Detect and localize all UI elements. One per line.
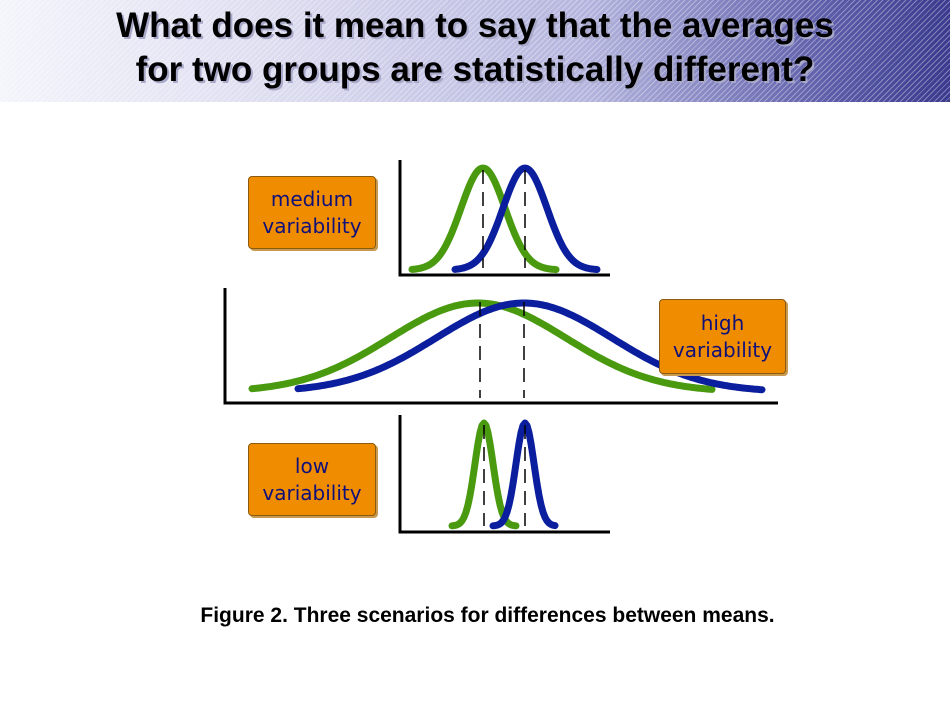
figure-caption: Figure 2. Three scenarios for difference…	[200, 604, 775, 627]
axis-high	[223, 288, 778, 405]
title-banner	[0, 0, 950, 102]
label-medium-line-2: variability	[262, 213, 362, 238]
curve-low-group-b	[489, 419, 559, 530]
label-high-line-2: variability	[672, 337, 773, 362]
axis-medium	[398, 160, 610, 277]
label-medium-variability: medium variability	[248, 176, 376, 249]
panel-low-variability	[398, 415, 610, 534]
label-low-line-1: low	[294, 453, 330, 478]
slide-title: What does it mean to say that the averag…	[0, 4, 950, 92]
panel-medium-variability	[398, 160, 610, 277]
label-low-line-2: variability	[262, 480, 362, 505]
panel-high-variability	[223, 288, 778, 405]
label-low-variability: low variability	[248, 443, 376, 516]
label-high-variability: high variability	[659, 299, 786, 374]
axis-low	[398, 415, 610, 534]
curve-medium-group-b	[451, 164, 601, 273]
slide-title-line-1: What does it mean to say that the averag…	[116, 6, 834, 45]
curve-high-group-a	[248, 299, 716, 393]
label-medium-line-1: medium	[270, 186, 354, 211]
label-high-line-1: high	[700, 310, 745, 335]
slide-title-line-2: for two groups are statistically differe…	[135, 50, 815, 89]
curve-high-group-b	[294, 299, 766, 394]
curve-medium-group-a	[408, 164, 560, 274]
